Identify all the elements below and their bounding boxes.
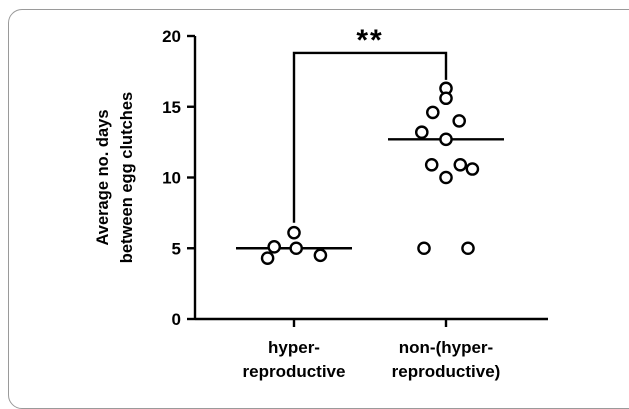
significance-bracket [292,51,448,223]
median-lines [236,138,504,250]
data-point [267,240,282,254]
x-category-label: reproductive [243,362,346,381]
data-point [452,114,467,128]
y-axis-label: Average no. days between egg clutches [94,92,136,263]
data-point [260,251,275,265]
significance-stars: ** [356,24,383,57]
data-point [425,105,440,120]
data-point [417,241,431,256]
axes [193,36,548,321]
significance-annotation: ** [292,24,448,223]
y-ticks: 0 5 10 15 20 [162,27,195,329]
data-point [289,241,304,256]
data-points [260,81,480,265]
y-tick-label: 15 [162,98,181,117]
x-category-label: reproductive) [392,362,501,381]
y-tick-label: 0 [172,310,181,329]
data-point [439,132,453,147]
data-point [439,91,453,106]
data-point [439,170,453,185]
chart: Average no. days between egg clutches 0 5 1… [94,24,548,381]
data-point [461,241,475,256]
y-axis-label-line: Average no. days [94,109,112,245]
data-point [453,157,468,172]
y-tick-label: 10 [162,169,181,188]
x-category-label: hyper- [268,338,320,357]
data-point [465,162,480,176]
data-point [313,248,328,263]
y-axis-label-line: between egg clutches [118,92,136,263]
data-point [424,157,439,172]
x-category-label: non-(hyper- [399,338,493,357]
data-point [414,125,429,140]
y-tick-label: 20 [162,27,181,46]
x-categories: hyper-reproductive non-(hyper-reproductiv… [243,319,501,381]
y-tick-label: 5 [172,239,181,258]
data-point [287,225,301,240]
